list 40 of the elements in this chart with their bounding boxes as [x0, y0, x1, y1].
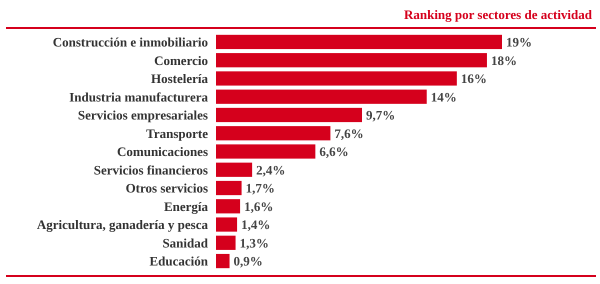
y-tick-label: Energía: [164, 198, 208, 214]
data-label: 7,6%: [334, 126, 364, 141]
data-label: 19%: [506, 34, 532, 50]
bar: [216, 254, 230, 268]
bar: [216, 108, 362, 122]
data-label: 18%: [490, 52, 517, 68]
y-tick-label: Hostelería: [150, 71, 208, 86]
data-label: 1,7%: [246, 180, 275, 196]
data-label: 14%: [430, 89, 457, 104]
bar: [216, 53, 487, 68]
y-tick-label: Sanidad: [162, 235, 209, 250]
bar: [216, 144, 316, 159]
data-label: 6,6%: [319, 144, 349, 160]
bar: [216, 90, 427, 104]
y-tick-label: Servicios empresariales: [78, 108, 208, 123]
y-tick-label: Servicios financieros: [94, 162, 208, 178]
bar: [216, 34, 502, 50]
data-label: 2,4%: [256, 162, 286, 178]
bar: [216, 217, 238, 232]
y-tick-label: Educación: [149, 254, 209, 269]
bar: [216, 236, 236, 250]
bar: [216, 199, 240, 214]
chart-title: Ranking por sectores de actividad: [404, 7, 593, 22]
y-tick-label: Transporte: [146, 126, 208, 141]
data-label: 9,7%: [366, 108, 396, 123]
y-tick-label: Otros servicios: [126, 180, 208, 196]
bar: [216, 71, 457, 86]
data-label: 16%: [460, 71, 487, 86]
data-label: 1,4%: [241, 217, 270, 232]
data-label: 0,9%: [234, 254, 263, 269]
y-tick-label: Comunicaciones: [117, 144, 208, 160]
y-tick-label: Industria manufacturera: [69, 89, 208, 104]
data-label: 1,6%: [244, 198, 274, 214]
y-tick-label: Construcción e inmobiliario: [52, 34, 208, 50]
data-label: 1,3%: [240, 235, 269, 250]
bar: [216, 162, 252, 177]
bar: [216, 126, 330, 140]
y-tick-label: Comercio: [154, 52, 208, 68]
y-tick-label: Agricultura, ganadería y pesca: [36, 217, 208, 232]
bar: [216, 180, 242, 196]
